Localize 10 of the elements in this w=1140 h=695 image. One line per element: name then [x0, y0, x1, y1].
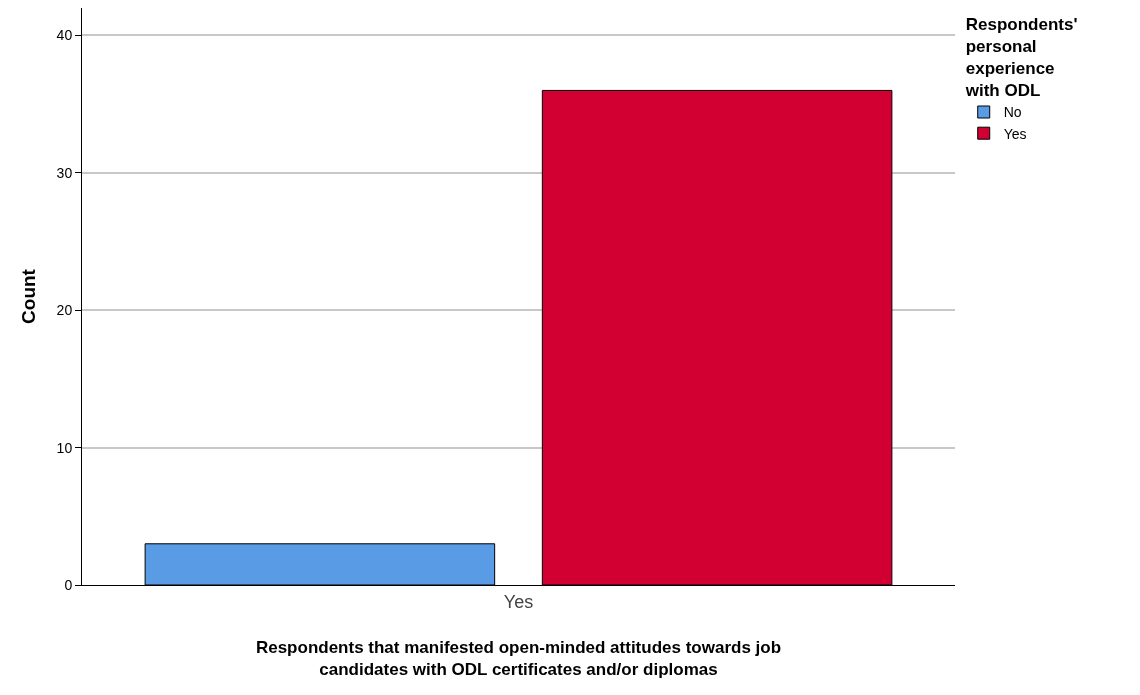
- y-tick-label: 20: [56, 302, 73, 319]
- x-axis-title: Respondents that manifested open-minded attitudes towards job candidates with ODL certificates and/or diplomas: [255, 638, 782, 680]
- y-tick-label: 30: [56, 164, 73, 181]
- y-tick-label: 40: [56, 27, 73, 44]
- y-tick-label: 10: [56, 439, 73, 456]
- legend-label: Yes: [1003, 125, 1027, 142]
- legend-title: Respondents' personal experience with ODL: [964, 15, 1078, 101]
- y-tick-label: 0: [64, 576, 73, 593]
- legend-label: No: [1003, 104, 1022, 121]
- y-axis-title: Count: [18, 268, 40, 324]
